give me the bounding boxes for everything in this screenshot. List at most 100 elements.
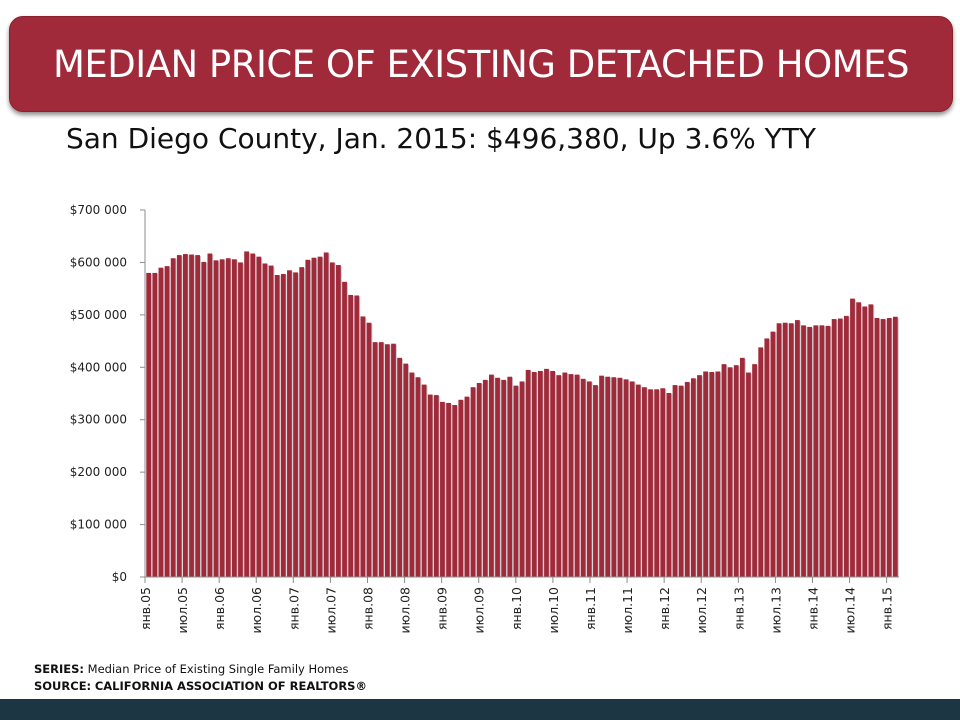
bar — [525, 369, 531, 577]
x-tick-label: июл.07 — [323, 587, 338, 634]
source-note-text: CALIFORNIA ASSOCIATION OF REALTORS® — [94, 679, 367, 693]
bar — [403, 363, 409, 577]
bar — [880, 319, 886, 577]
x-tick-label: янв.08 — [360, 587, 375, 630]
y-tick-label: $500 000 — [70, 308, 127, 322]
bar-series — [146, 251, 899, 578]
bar — [489, 374, 494, 577]
bar — [892, 316, 898, 577]
bar — [274, 275, 280, 577]
bar — [244, 251, 249, 577]
bar — [409, 372, 415, 577]
bar — [709, 372, 715, 577]
bar — [850, 298, 855, 577]
x-axis: янв.05 июл.05 янв.06 июл.06 янв.07 июл.07 янв.… — [138, 576, 899, 634]
footer-notes: SERIES: Median Price of Existing Single … — [34, 661, 367, 695]
bar — [697, 375, 702, 577]
bar — [837, 318, 843, 577]
bar — [262, 263, 268, 577]
bar — [795, 320, 800, 577]
bar — [421, 384, 427, 577]
bar — [158, 267, 164, 577]
bar — [470, 387, 476, 577]
bar — [452, 405, 458, 577]
bar — [531, 372, 537, 577]
bar-chart: $0 $100 000 $200 000 $300 000 $400 000 $500 0… — [70, 203, 899, 634]
bar — [250, 253, 256, 577]
x-tick-label: июл.08 — [398, 587, 413, 634]
bar — [458, 399, 464, 577]
bar — [782, 322, 788, 577]
bar — [183, 254, 188, 578]
series-note-text: Median Price of Existing Single Family H… — [87, 662, 349, 676]
bar — [635, 384, 641, 577]
x-tick-label: июл.12 — [694, 587, 709, 634]
bar — [703, 371, 708, 577]
bar — [384, 344, 390, 577]
bar — [495, 377, 500, 577]
bar — [391, 343, 396, 577]
bar — [219, 259, 225, 577]
y-tick-label: $300 000 — [70, 413, 127, 427]
bar — [574, 374, 580, 577]
x-tick-label: янв.15 — [880, 587, 895, 630]
bar — [348, 294, 354, 577]
bar — [415, 377, 421, 577]
bar — [715, 371, 721, 577]
x-tick-label: июл.05 — [175, 587, 190, 634]
bar — [476, 383, 482, 577]
x-tick-label: янв.13 — [731, 587, 746, 630]
bar — [293, 272, 298, 577]
bar — [256, 256, 262, 577]
bar — [819, 325, 825, 577]
bar — [146, 272, 152, 577]
bar — [788, 323, 794, 577]
bar — [868, 304, 874, 577]
bar — [501, 379, 507, 577]
bar — [580, 378, 586, 577]
series-note-label: SERIES: — [34, 662, 85, 676]
bar — [758, 347, 764, 577]
bar — [874, 318, 880, 577]
series-note: SERIES: Median Price of Existing Single … — [34, 661, 367, 678]
x-tick-label: янв.11 — [583, 587, 598, 630]
bar — [201, 261, 207, 577]
bar — [843, 315, 849, 577]
bar — [231, 259, 237, 577]
bar — [678, 385, 684, 577]
bar — [690, 378, 696, 577]
bar — [776, 323, 782, 577]
bar — [152, 272, 158, 577]
bar — [378, 342, 384, 577]
y-tick-label: $200 000 — [70, 465, 127, 479]
bar — [807, 326, 813, 577]
bottom-bar — [0, 699, 960, 720]
bar — [611, 377, 617, 577]
bar — [225, 258, 231, 577]
y-tick-label: $100 000 — [70, 518, 127, 532]
bar — [593, 385, 598, 577]
bar — [752, 364, 757, 577]
bar — [311, 257, 317, 577]
x-tick-label: янв.10 — [509, 587, 524, 630]
source-note-label: SOURCE: — [34, 679, 92, 693]
x-tick-label: янв.05 — [138, 587, 153, 630]
bar — [862, 306, 868, 577]
bar — [660, 388, 666, 577]
bar — [801, 325, 806, 577]
bar — [336, 265, 341, 577]
bar — [440, 401, 445, 577]
bar — [642, 387, 647, 577]
bar — [856, 302, 861, 577]
bar — [519, 381, 525, 577]
bar — [299, 267, 305, 577]
bar — [654, 389, 660, 577]
bar — [280, 273, 286, 577]
bar — [372, 342, 378, 577]
bar — [746, 372, 751, 577]
y-tick-label: $600 000 — [70, 255, 127, 269]
bar — [721, 364, 727, 577]
bar — [599, 375, 604, 577]
title-banner: MEDIAN PRICE OF EXISTING DETACHED HOMES — [9, 16, 953, 112]
bar — [617, 377, 623, 577]
